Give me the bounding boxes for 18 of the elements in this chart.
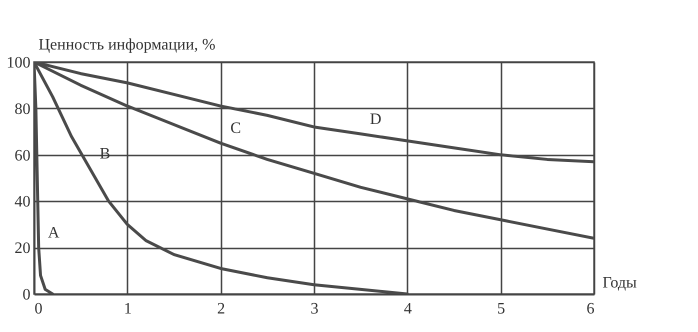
x-tick-label: 5 (497, 300, 506, 318)
annotation: A (48, 224, 60, 242)
x-tick-label: 3 (310, 300, 318, 318)
x-tick-label: 6 (586, 300, 594, 318)
annotation: C (230, 120, 242, 138)
y-tick-label: 60 (14, 147, 30, 164)
y-axis-title: Ценность информации, % (38, 36, 216, 54)
y-tick-label: 40 (14, 194, 30, 211)
x-tick-label: 0 (34, 300, 42, 318)
y-tick-label: 80 (14, 100, 30, 118)
annotation: D (370, 110, 382, 128)
x-tick-label: 2 (217, 300, 226, 318)
y-tick-label: 20 (14, 240, 30, 258)
x-tick-label: 1 (124, 300, 132, 318)
y-tick-label: 100 (6, 54, 30, 72)
x-axis-title: Годы (602, 274, 638, 292)
x-tick-label: 4 (404, 300, 412, 318)
y-tick-label: 0 (22, 286, 30, 304)
